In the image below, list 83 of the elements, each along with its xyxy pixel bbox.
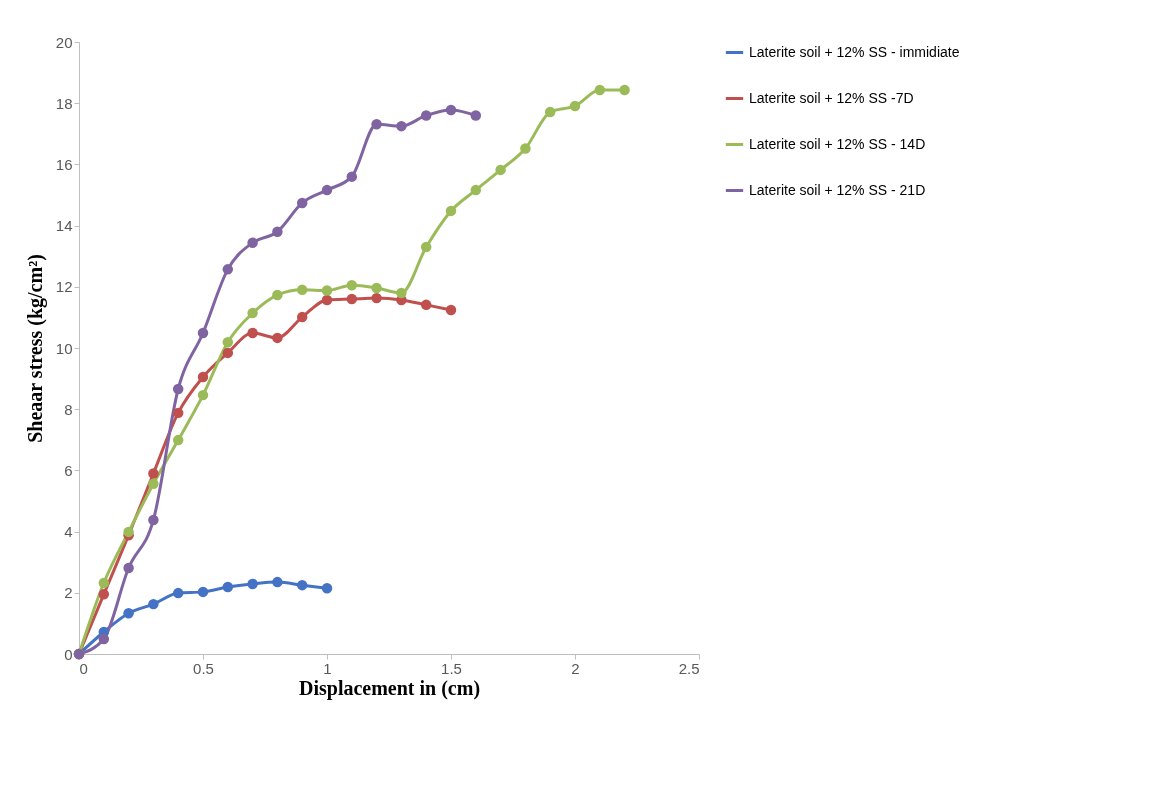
point (272, 332, 283, 344)
point (470, 184, 482, 196)
point (222, 581, 234, 593)
legend-label: Laterite soil + 12% SS - 14D (749, 135, 926, 152)
point (222, 336, 234, 348)
y-tick-label: 8 (64, 400, 73, 418)
point (172, 587, 184, 599)
point (346, 171, 358, 182)
point (321, 582, 333, 594)
x-tick-label: 2 (571, 659, 580, 677)
point (420, 241, 432, 253)
point (272, 289, 283, 301)
x-tick-label: 1 (323, 659, 332, 677)
point (272, 576, 283, 588)
point (247, 237, 258, 248)
y-tick-label: 16 (55, 155, 73, 173)
point (222, 264, 234, 275)
point (148, 598, 159, 610)
point (445, 205, 457, 217)
legend-label: Laterite soil + 12% SS -7D (749, 89, 914, 106)
point (371, 119, 382, 130)
y-tick-label: 6 (64, 461, 73, 479)
point (172, 407, 184, 419)
x-tick-label: 0 (79, 659, 88, 677)
x-tick-label: 1.5 (441, 659, 462, 677)
point (172, 434, 184, 446)
y-axis-title: Sheaar stress (kg/cm²) (23, 254, 47, 443)
point (445, 104, 457, 116)
point (222, 347, 234, 359)
point (619, 84, 630, 96)
point (123, 608, 134, 619)
point (346, 293, 358, 305)
y-tick-label: 10 (55, 339, 73, 357)
point (594, 84, 606, 96)
y-tick-label: 0 (64, 645, 73, 663)
point (247, 307, 258, 319)
point (197, 586, 209, 598)
point (123, 526, 134, 538)
point (197, 327, 209, 339)
point (420, 110, 432, 121)
point (495, 164, 506, 176)
point (172, 383, 184, 395)
point (296, 579, 308, 591)
point (321, 285, 333, 296)
point (148, 514, 159, 526)
point (98, 577, 110, 589)
point (544, 106, 556, 118)
point (98, 633, 110, 645)
point (123, 562, 134, 574)
point (197, 371, 209, 383)
point (197, 389, 209, 401)
legend-label: Laterite soil + 12% SS - immidiate (749, 43, 960, 60)
point (321, 184, 333, 196)
point (445, 304, 457, 316)
x-axis-title: Displacement in (cm) (298, 676, 481, 700)
point (98, 589, 110, 600)
point (321, 294, 333, 306)
y-tick-label: 18 (55, 94, 73, 112)
point (247, 578, 258, 590)
point (371, 282, 382, 294)
y-tick-label: 14 (55, 217, 73, 235)
point (520, 143, 531, 154)
point (272, 226, 283, 237)
point (371, 292, 382, 304)
point (396, 287, 407, 299)
point (569, 100, 581, 112)
point (148, 478, 159, 490)
point (296, 197, 308, 209)
point (296, 284, 308, 296)
point (346, 280, 358, 291)
point (420, 299, 432, 311)
y-tick-label: 20 (55, 33, 73, 51)
point (247, 327, 258, 339)
x-tick-label: 0.5 (193, 659, 214, 677)
y-tick-label: 12 (55, 278, 73, 296)
point (148, 468, 159, 479)
y-tick-label: 2 (64, 584, 73, 602)
x-tick-label: 2.5 (678, 659, 700, 677)
y-tick-label: 4 (64, 523, 73, 541)
legend-label: Laterite soil + 12% SS - 21D (749, 181, 926, 198)
point (296, 311, 308, 323)
point (396, 120, 407, 132)
point (470, 110, 482, 121)
